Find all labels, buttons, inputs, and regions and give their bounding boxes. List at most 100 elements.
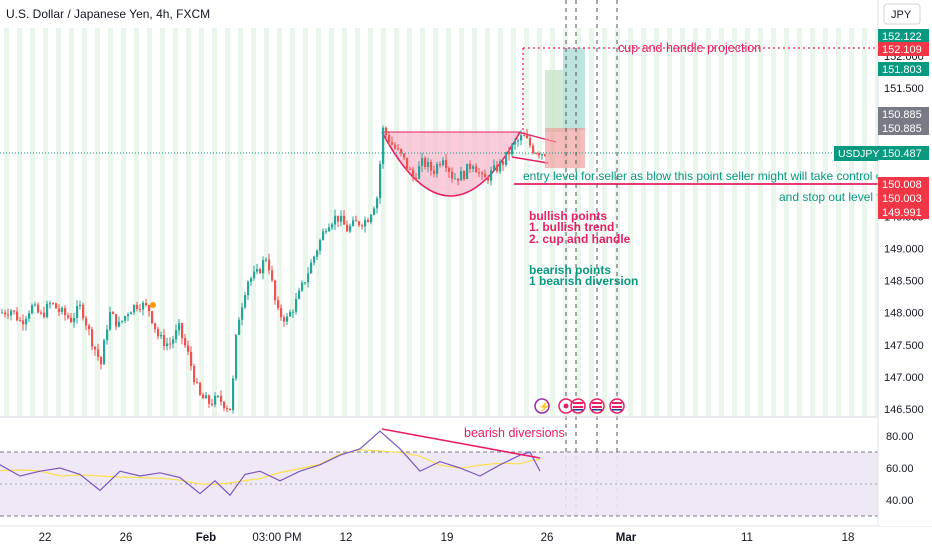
- candle-body: [397, 148, 400, 150]
- candle-body: [484, 174, 487, 178]
- candle-body: [415, 177, 418, 179]
- candle-body: [247, 281, 250, 296]
- time-tick-label: 22: [39, 532, 52, 544]
- price-scale-bg[interactable]: [878, 0, 932, 526]
- bearish-title: bearish points: [529, 263, 611, 277]
- candle-body: [307, 273, 310, 283]
- candle-body: [505, 151, 508, 165]
- candle-body: [502, 161, 505, 165]
- candle-body: [163, 334, 166, 346]
- candle-body: [430, 162, 433, 171]
- candle-body: [532, 145, 535, 154]
- candle-body: [70, 317, 73, 323]
- candle-body: [49, 303, 52, 305]
- candle-body: [523, 135, 526, 137]
- time-tick-label: 11: [741, 532, 753, 544]
- candle-body: [283, 317, 286, 322]
- event-icons[interactable]: ⚡: [534, 398, 625, 414]
- candle-body: [496, 165, 499, 172]
- time-tick-label: 12: [340, 532, 353, 544]
- projection-risk-box: [545, 128, 585, 168]
- candle-body: [25, 318, 28, 325]
- rsi-tick-label: 40.00: [886, 495, 914, 507]
- candle-body: [328, 227, 331, 232]
- candle-body: [334, 215, 337, 225]
- candle-body: [373, 208, 376, 215]
- candle-body: [346, 224, 349, 232]
- candle-body: [253, 271, 256, 279]
- alert-dot[interactable]: [150, 302, 156, 308]
- candle-body: [103, 340, 106, 365]
- candle-body: [295, 298, 298, 312]
- rsi-scale-ticks: 80.00 60.00 40.00: [886, 431, 914, 507]
- time-tick-label: 26: [541, 532, 554, 544]
- price-tick-label: 148.500: [884, 276, 924, 288]
- candle-body: [436, 164, 439, 174]
- candle-body: [457, 178, 460, 181]
- candle-body: [319, 240, 322, 251]
- candle-body: [139, 308, 142, 310]
- candle-body: [475, 166, 478, 173]
- bullish-point-1: 1. bullish trend: [529, 220, 614, 234]
- candle-body: [421, 158, 424, 166]
- price-badge: [878, 42, 929, 56]
- time-tick-label: 18: [842, 532, 855, 544]
- candle-body: [112, 312, 115, 315]
- candle-body: [478, 172, 481, 174]
- candle-body: [127, 314, 130, 317]
- price-badge: [878, 121, 929, 135]
- candle-body: [37, 304, 40, 313]
- candle-body: [469, 163, 472, 169]
- candle-body: [100, 356, 103, 365]
- candle-body: [391, 142, 394, 145]
- price-badge: [878, 191, 929, 205]
- candle-body: [427, 162, 430, 167]
- candle-body: [82, 304, 85, 319]
- price-badge-label: 150.885: [882, 123, 922, 135]
- candle-body: [46, 303, 49, 317]
- candle-body: [448, 167, 451, 172]
- candle-body: [364, 219, 367, 227]
- time-tick-label: 03:00 PM: [252, 532, 301, 544]
- candle-body: [541, 154, 544, 156]
- candle-body: [337, 215, 340, 222]
- candle-body: [40, 312, 43, 314]
- candle-body: [151, 311, 154, 324]
- candle-body: [175, 330, 178, 340]
- candle-body: [277, 300, 280, 309]
- price-tick-label: 147.500: [884, 340, 924, 352]
- candle-body: [310, 262, 313, 274]
- candle-body: [268, 259, 271, 271]
- candle-body: [280, 308, 283, 318]
- candle-body: [223, 401, 226, 409]
- candle-body: [340, 215, 343, 222]
- price-badge-label: 150.487: [882, 148, 922, 160]
- candle-body: [463, 171, 466, 180]
- currency-box[interactable]: [883, 3, 921, 25]
- candle-body: [349, 225, 352, 232]
- candle-body: [355, 220, 358, 222]
- price-badge-label: 150.003: [882, 193, 922, 205]
- price-tick-label: 149.000: [884, 244, 924, 256]
- candle-body: [13, 310, 16, 312]
- candle-body: [412, 169, 415, 178]
- candle-body: [385, 127, 388, 136]
- price-tick-label: 151.500: [884, 83, 924, 95]
- candles: [1, 125, 547, 414]
- price-badge-label: 149.991: [882, 207, 922, 219]
- candle-body: [220, 395, 223, 402]
- time-axis[interactable]: 22 26 Feb 03:00 PM 12 19 26 Mar 11 18: [39, 532, 855, 544]
- candle-body: [241, 307, 244, 320]
- candle-body: [130, 312, 133, 315]
- candle-body: [322, 231, 325, 241]
- candle-body: [535, 153, 538, 155]
- candle-body: [115, 314, 118, 327]
- candle-body: [304, 282, 307, 284]
- candle-body: [10, 310, 13, 316]
- candle-body: [181, 323, 184, 339]
- time-tick-label: Mar: [616, 532, 637, 544]
- candle-body: [232, 378, 235, 411]
- flash-icon[interactable]: [534, 398, 550, 414]
- candle-body: [52, 303, 55, 305]
